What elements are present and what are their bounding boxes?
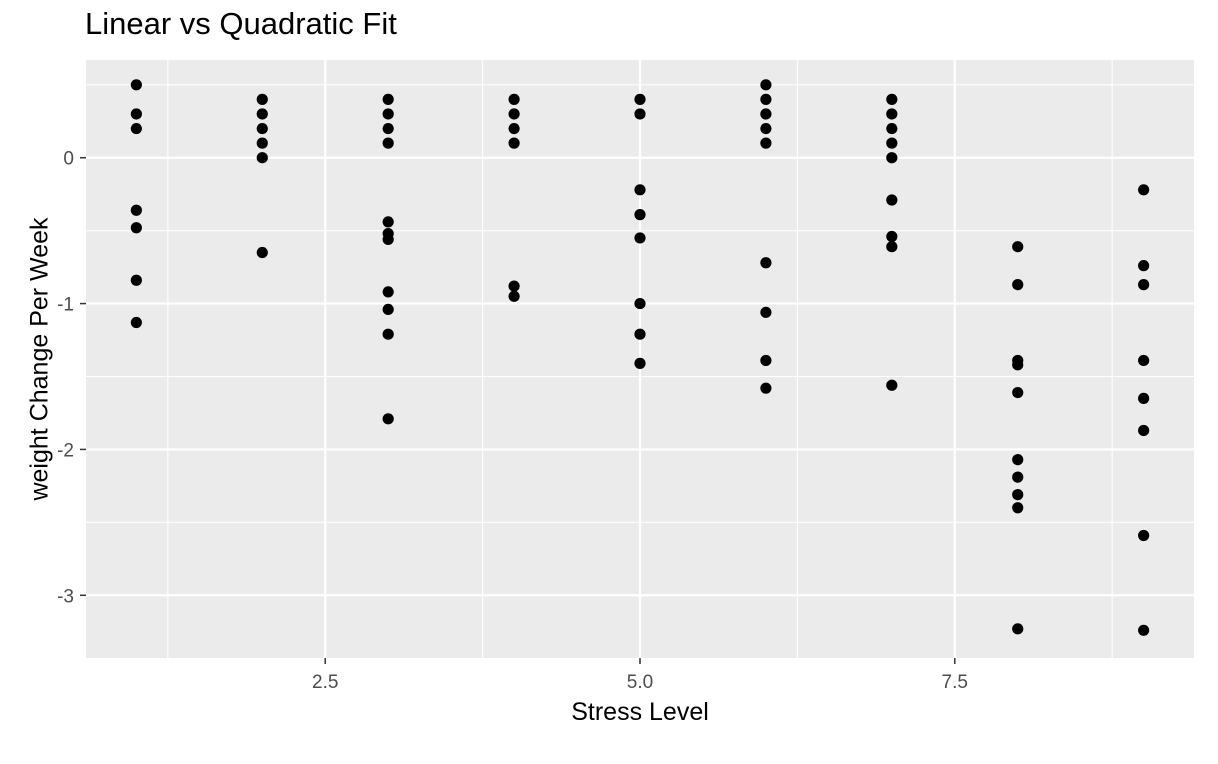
x-tick-label: 5.0 (627, 672, 653, 693)
data-point (508, 280, 520, 292)
data-point (130, 316, 142, 329)
data-point (760, 257, 772, 269)
data-point (1138, 279, 1150, 291)
data-point (1012, 241, 1024, 253)
data-point (382, 216, 394, 228)
data-point (886, 194, 898, 206)
data-points (130, 79, 1150, 636)
data-point (256, 246, 268, 259)
data-point (130, 122, 142, 135)
data-point (760, 93, 772, 105)
data-point (634, 357, 646, 369)
data-point (760, 122, 772, 135)
data-point (130, 274, 142, 286)
data-point (886, 108, 898, 120)
data-point (886, 379, 898, 391)
data-point (130, 79, 142, 91)
data-point (1012, 502, 1024, 514)
data-point (1138, 529, 1150, 542)
data-point (886, 122, 898, 135)
y-tick-label: -1 (57, 295, 74, 316)
y-axis-label: weight Change Per Week (25, 217, 54, 501)
data-point (760, 79, 772, 91)
data-point (1012, 279, 1024, 291)
data-point (382, 137, 394, 149)
data-point (886, 230, 898, 243)
data-point (382, 328, 394, 340)
data-point (1012, 386, 1024, 399)
data-point (634, 328, 646, 340)
data-point (508, 108, 520, 120)
y-tick-label: 0 (63, 149, 74, 170)
data-point (634, 184, 646, 196)
data-point (760, 354, 772, 367)
data-point (382, 122, 394, 135)
data-point (130, 222, 142, 234)
data-point (760, 137, 772, 149)
data-point (634, 209, 646, 221)
x-tick-label: 7.5 (942, 672, 968, 693)
data-point (886, 137, 898, 149)
data-point (1012, 454, 1024, 466)
chart-title: Linear vs Quadratic Fit (85, 6, 397, 41)
data-point (382, 233, 394, 245)
y-tick-label: -3 (57, 586, 74, 607)
data-point (634, 297, 646, 310)
data-point (886, 152, 898, 164)
data-point (1138, 260, 1150, 272)
data-point (382, 413, 394, 425)
data-point (382, 108, 394, 120)
x-axis: 2.5 5.0 7.5 (312, 658, 968, 693)
y-tick-label: -2 (57, 440, 74, 461)
y-axis: 0 -1 -2 -3 (57, 149, 86, 607)
data-point (1138, 624, 1150, 636)
major-grid (86, 60, 1194, 658)
data-point (1138, 392, 1150, 404)
data-point (886, 93, 898, 105)
data-point (508, 93, 520, 105)
data-point (1012, 489, 1024, 501)
data-point (130, 204, 142, 216)
data-point (382, 286, 394, 298)
data-point (256, 93, 268, 105)
x-axis-label: Stress Level (571, 698, 709, 726)
data-point (256, 137, 268, 149)
data-point (1012, 623, 1024, 635)
data-point (256, 122, 268, 135)
data-point (886, 241, 898, 253)
data-point (130, 108, 142, 120)
data-point (634, 108, 646, 120)
data-point (256, 152, 268, 164)
data-point (760, 108, 772, 120)
data-point (1138, 184, 1150, 196)
data-point (382, 93, 394, 105)
data-point (760, 382, 772, 394)
data-point (1138, 354, 1150, 367)
data-point (1012, 471, 1024, 483)
x-tick-label: 2.5 (312, 672, 338, 693)
data-point (1012, 359, 1024, 371)
data-point (508, 122, 520, 135)
data-point (508, 137, 520, 149)
data-point (634, 93, 646, 105)
data-point (634, 232, 646, 244)
data-point (1138, 424, 1150, 437)
data-point (760, 306, 772, 318)
data-point (382, 303, 394, 316)
data-point (508, 290, 520, 302)
data-point (256, 108, 268, 120)
